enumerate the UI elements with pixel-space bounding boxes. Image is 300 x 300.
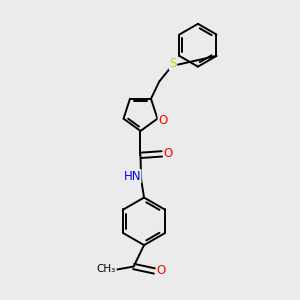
Text: O: O [164,147,173,161]
Text: HN: HN [123,170,141,183]
Text: CH₃: CH₃ [97,265,116,275]
Text: S: S [169,57,177,70]
Text: O: O [158,114,167,127]
Text: O: O [156,265,166,278]
